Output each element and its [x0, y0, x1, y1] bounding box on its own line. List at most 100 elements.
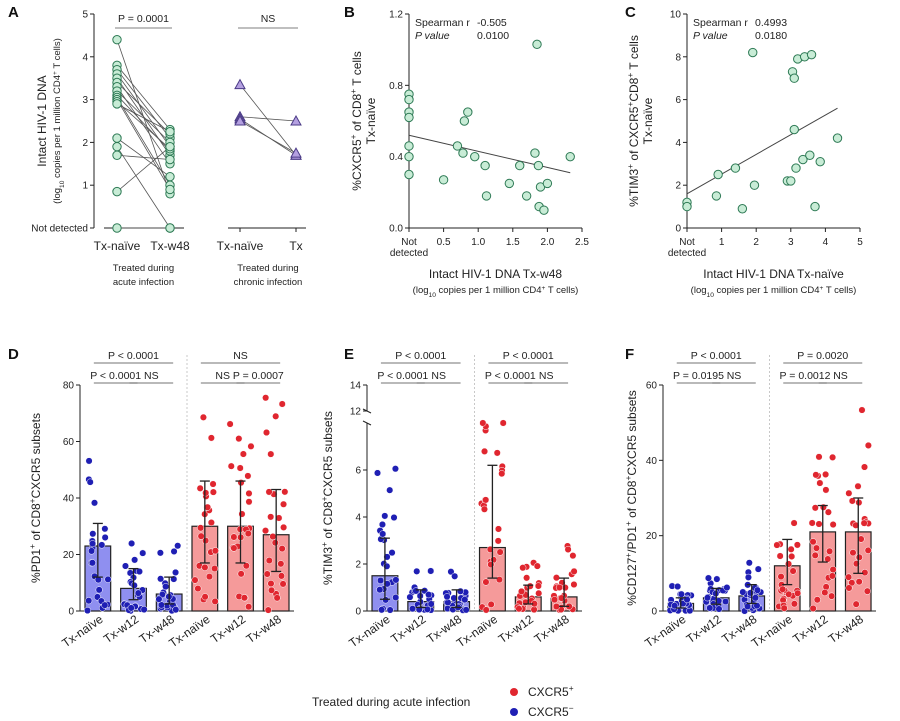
data-point — [861, 520, 868, 527]
comparison-label: NS — [727, 370, 742, 382]
x-tick-label: Not — [401, 237, 417, 248]
data-point — [522, 192, 530, 200]
data-point — [481, 448, 488, 455]
data-point — [865, 442, 872, 449]
comparison-label: P < 0.0001 — [503, 350, 554, 362]
data-point — [471, 152, 479, 160]
data-point — [392, 465, 399, 472]
data-point — [197, 525, 204, 532]
stat-name: P value — [693, 30, 728, 42]
data-point — [551, 596, 558, 603]
data-point — [407, 594, 414, 601]
y-tick-label: 6 — [675, 95, 681, 106]
stat-name: P value — [415, 30, 450, 42]
data-point — [280, 581, 287, 588]
data-point — [540, 206, 548, 214]
x-tick-label: Tx-naïve — [454, 612, 501, 650]
data-point — [439, 176, 447, 184]
data-point — [157, 550, 164, 557]
data-point — [750, 181, 758, 189]
data-point — [268, 580, 275, 587]
paired-line — [117, 147, 170, 192]
x-tick-label: 2.5 — [575, 237, 589, 248]
comparison-label: P < 0.0001 — [377, 370, 428, 382]
data-point — [822, 471, 829, 478]
data-point — [816, 157, 824, 165]
data-point — [755, 566, 762, 573]
data-point — [266, 557, 273, 564]
data-point — [794, 542, 801, 549]
comparison-label: NS — [539, 370, 554, 382]
data-point — [816, 454, 823, 461]
y-tick-label: 40 — [646, 456, 658, 467]
x-tick-label: Tx-w48 — [532, 612, 573, 646]
x-axis-subtitle: (log10 copies per 1 million CD4+ T cells… — [413, 285, 579, 299]
comparison-label: P = 0.0001 — [118, 13, 169, 25]
data-point — [850, 549, 857, 556]
data-point — [231, 534, 238, 541]
legend-swatch-cxcr5-neg — [510, 708, 518, 716]
regression-line — [687, 108, 838, 194]
panel-letter-e: E — [344, 346, 354, 363]
data-point — [498, 470, 505, 477]
data-point — [785, 561, 792, 568]
data-point — [96, 587, 103, 594]
data-point — [833, 134, 841, 142]
comparison-label: P < 0.0001 — [108, 350, 159, 362]
x-axis-subtitle: (log10 copies per 1 million CD4+ T cells… — [691, 285, 857, 299]
data-point — [386, 487, 393, 494]
data-point — [263, 429, 270, 436]
data-point — [556, 584, 563, 591]
y-tick-label: 0 — [651, 607, 657, 618]
data-point — [790, 568, 797, 575]
data-point — [236, 435, 243, 442]
data-point — [533, 40, 541, 48]
panel-c: C0246810Notdetected1 2 3 4 5Intact HIV-1 DNA… — [625, 4, 863, 299]
y-axis-subtitle: Tx-naïve — [641, 97, 655, 144]
y-tick-label: 60 — [646, 381, 658, 392]
data-point — [227, 421, 234, 428]
data-point — [534, 563, 541, 570]
data-point — [553, 574, 560, 581]
data-point — [86, 458, 93, 465]
y-tick-label: 6 — [355, 466, 361, 477]
data-point — [90, 530, 97, 537]
data-point — [714, 576, 721, 583]
data-point — [392, 594, 399, 601]
data-point — [853, 601, 860, 608]
y-tick-label: 20 — [63, 550, 75, 561]
data-point — [210, 489, 217, 496]
panel-a: ANot detected12345Intact HIV-1 DNA(log10… — [8, 4, 306, 288]
data-point — [235, 80, 245, 89]
data-point — [374, 470, 381, 477]
data-point — [98, 542, 105, 549]
data-point — [192, 577, 199, 584]
data-point — [425, 591, 432, 598]
y-axis-subtitle: (log10 copies per 1 million CD4+ T cells… — [52, 38, 66, 204]
data-point — [516, 605, 523, 612]
data-point — [405, 113, 413, 121]
data-point — [195, 585, 202, 592]
comparison-label: P < 0.0001 — [395, 350, 446, 362]
data-point — [376, 586, 383, 593]
data-point — [278, 561, 285, 568]
data-point — [740, 589, 747, 596]
data-point — [830, 521, 837, 528]
y-tick-label: 0.0 — [389, 224, 403, 235]
data-point — [813, 472, 820, 479]
x-tick-label: Tx-naïve — [166, 612, 213, 650]
data-point — [747, 590, 754, 597]
data-point — [571, 581, 578, 588]
data-point — [379, 521, 386, 528]
comparison-label: P < 0.0001 — [90, 370, 141, 382]
data-point — [716, 606, 723, 613]
data-point — [172, 606, 179, 613]
data-point — [862, 569, 869, 576]
data-point — [268, 587, 275, 594]
data-point — [206, 573, 213, 580]
data-point — [113, 187, 121, 195]
data-point — [745, 574, 752, 581]
panel-e: E 0 2 4 6 12 14 %TIM3+ of CD8+CXCR5 subsets Tx-n… — [319, 346, 582, 650]
data-point — [495, 526, 502, 533]
data-point — [210, 481, 217, 488]
